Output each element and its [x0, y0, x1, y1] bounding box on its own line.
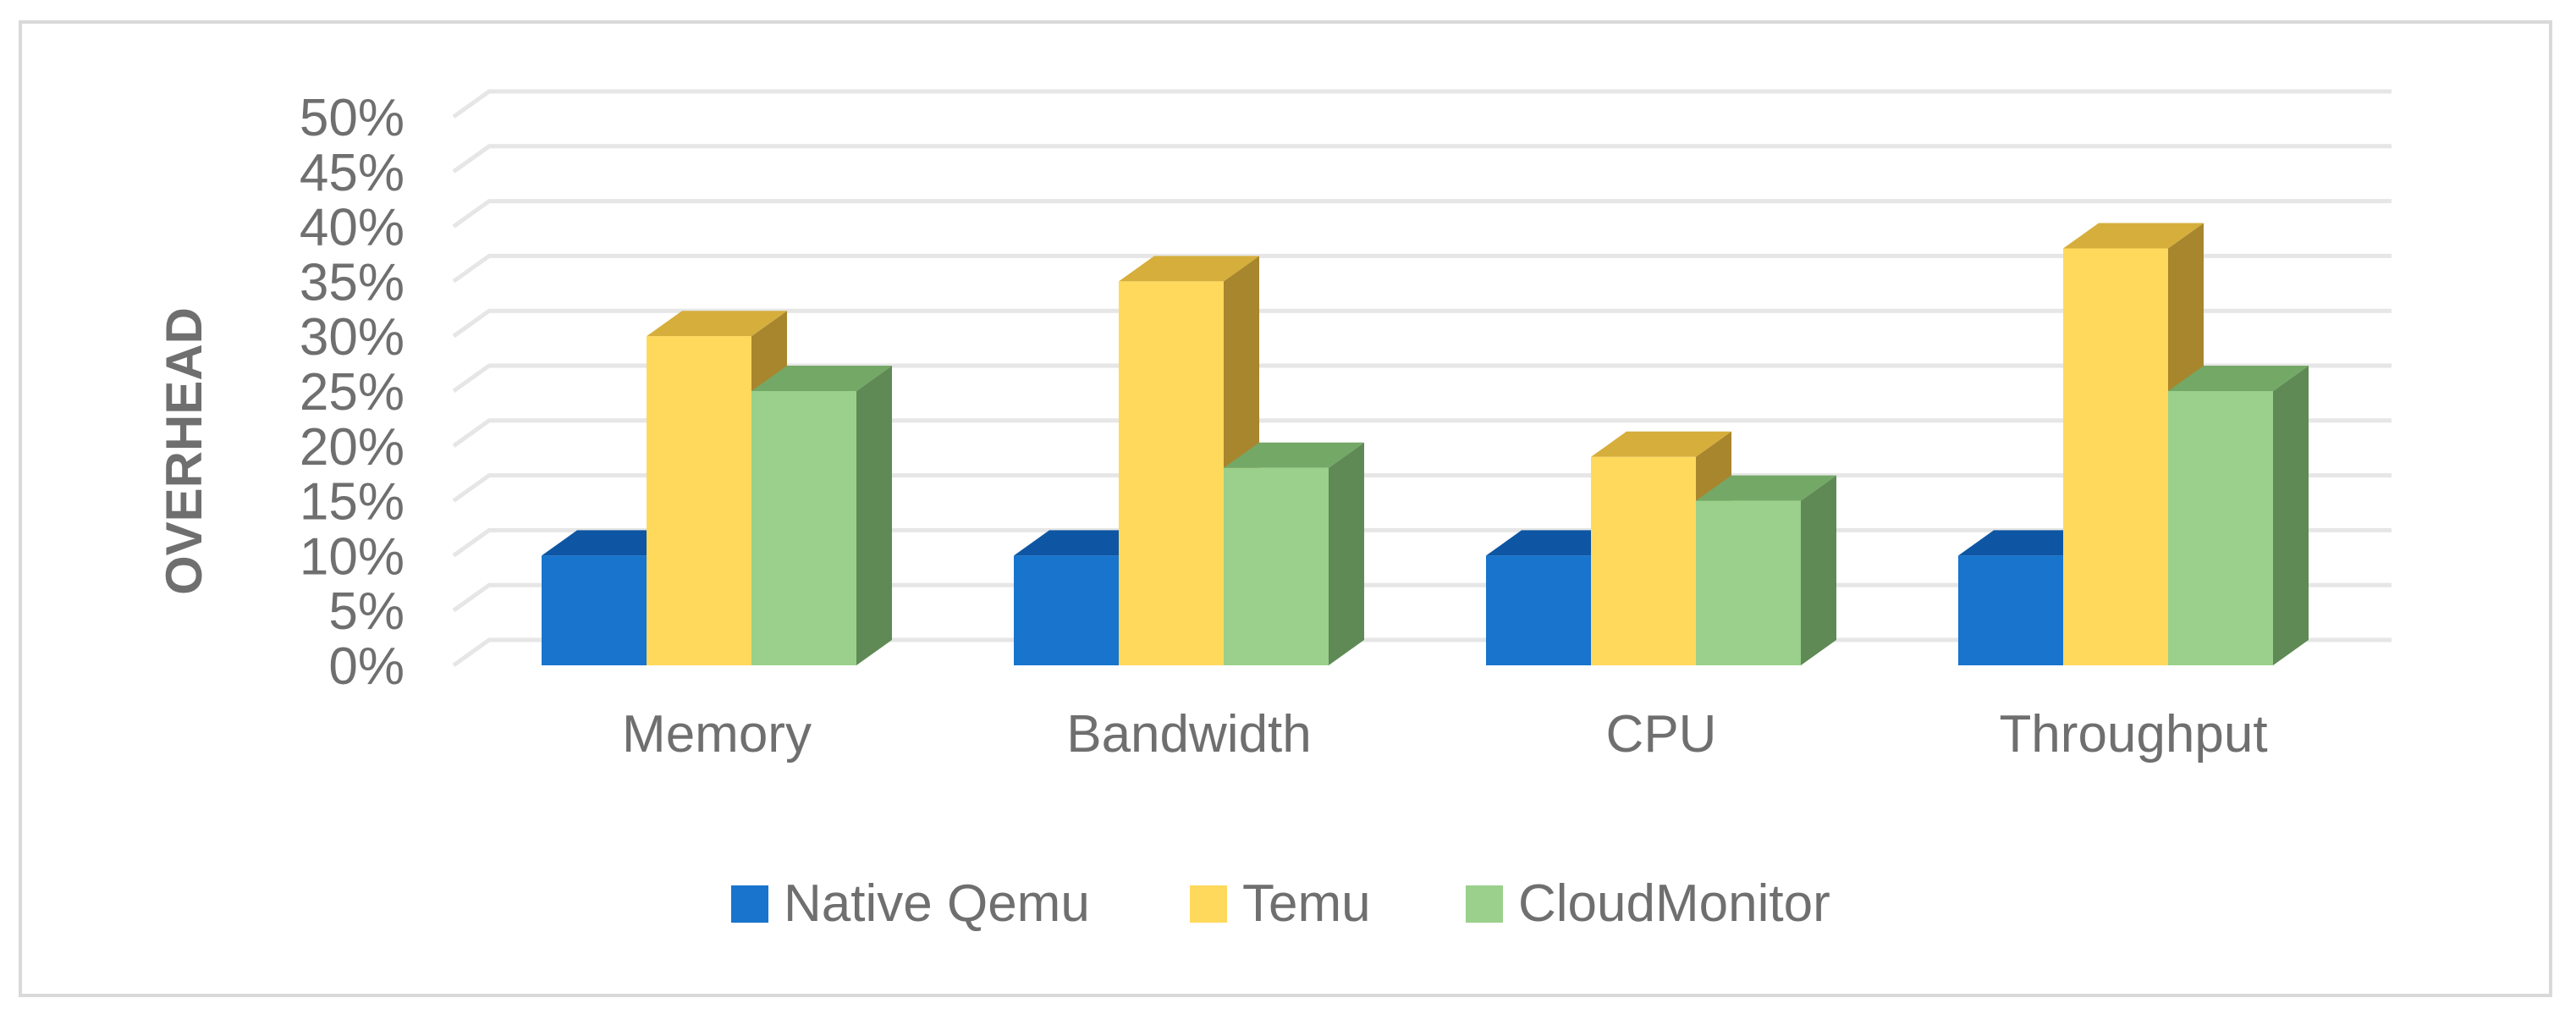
y-tick-label: 35%	[300, 253, 405, 312]
gridline	[452, 418, 2392, 448]
legend-swatch	[1466, 885, 1503, 923]
legend-label: CloudMonitor	[1518, 874, 1830, 933]
y-tick-label: 50%	[300, 89, 405, 147]
gridline	[452, 253, 2392, 284]
bars	[542, 223, 2309, 665]
bar-cloudmonitor	[2168, 366, 2309, 665]
gridline	[452, 89, 2392, 119]
y-tick-label: 10%	[300, 527, 405, 586]
category-label: Throughput	[1999, 705, 2267, 764]
category-label: CPU	[1606, 705, 1717, 764]
y-axis-ticks: 0%5%10%15%20%25%30%35%40%45%50%	[300, 89, 405, 696]
category-labels: Memory Bandwidth CPU Throughput	[622, 705, 2268, 764]
gridline	[452, 199, 2392, 229]
gridlines	[452, 89, 2392, 668]
chart: 0%5%10%15%20%25%30%35%40%45%50% OVERHEAD…	[156, 89, 2392, 933]
y-tick-label: 5%	[328, 582, 405, 641]
legend-item: Native Qemu	[731, 874, 1090, 933]
chart-frame: 0% 5% 10% 15% 20% 25% 30% 35% 40% 45% 50% OVERHEAD…	[19, 20, 2552, 997]
legend-swatch	[731, 885, 768, 923]
legend-swatch	[1190, 885, 1227, 923]
gridline	[452, 308, 2392, 339]
legend-item: CloudMonitor	[1466, 874, 1830, 933]
y-tick-label: 20%	[300, 418, 405, 477]
y-tick-label: 45%	[300, 144, 405, 202]
y-tick-label: 0%	[328, 637, 405, 696]
y-tick-label: 15%	[300, 473, 405, 532]
category-label: Bandwidth	[1066, 705, 1312, 764]
y-axis-label: OVERHEAD	[156, 307, 212, 595]
gridline	[452, 144, 2392, 174]
legend: Native Qemu Temu CloudMonitor	[731, 874, 1830, 933]
bar-cloudmonitor	[751, 366, 892, 665]
y-tick-label: 25%	[300, 363, 405, 422]
legend-label: Native Qemu	[784, 874, 1090, 933]
y-tick-label: 40%	[300, 199, 405, 257]
legend-item: Temu	[1190, 874, 1371, 933]
legend-label: Temu	[1242, 874, 1371, 933]
bar-cloudmonitor	[1224, 442, 1364, 665]
y-tick-label: 30%	[300, 308, 405, 367]
category-label: Memory	[622, 705, 812, 764]
bar-cloudmonitor	[1696, 475, 1836, 665]
gridline	[452, 363, 2392, 394]
